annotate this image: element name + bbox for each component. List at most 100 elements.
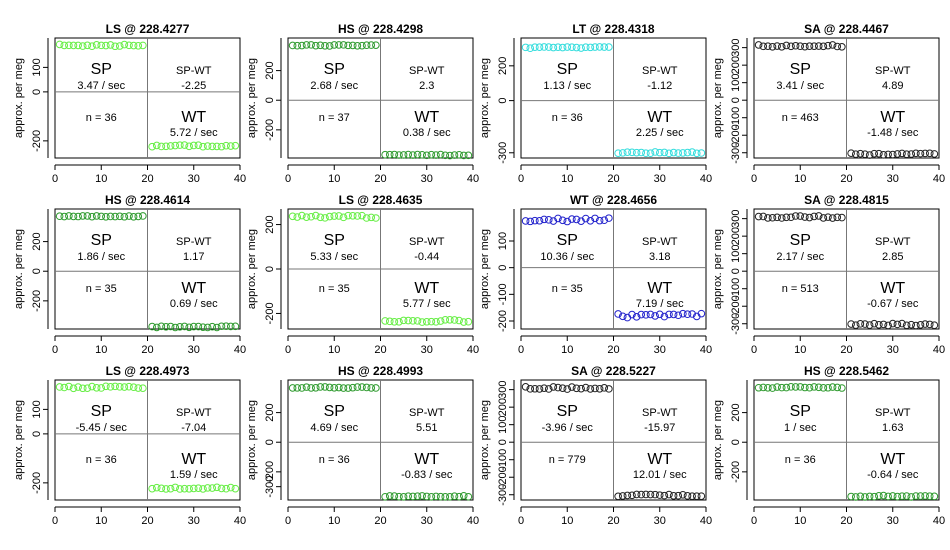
sp-point	[339, 41, 348, 49]
wt-point	[879, 491, 888, 500]
y-tick-label: -300	[497, 484, 509, 506]
sp-point	[572, 384, 581, 393]
wt-point	[618, 492, 627, 500]
y-tick-label: 100	[730, 244, 742, 262]
wt-point	[925, 149, 934, 158]
sp-rate: 1 / sec	[784, 422, 817, 434]
wt-point	[688, 492, 696, 500]
x-tick-label: 30	[188, 344, 200, 356]
x-tick-label: 30	[421, 173, 433, 185]
sp-point	[801, 42, 809, 51]
sp-point	[335, 383, 343, 392]
wt-point	[884, 492, 892, 501]
wt-point	[679, 490, 687, 499]
sp-point	[372, 384, 380, 392]
sp-point	[759, 383, 768, 392]
wt-label: WT	[181, 109, 206, 126]
y-axis-label: approx. per meg	[712, 400, 724, 480]
wt-point	[646, 490, 655, 499]
sp-point	[344, 211, 352, 220]
y-axis-label: approx. per meg	[246, 229, 258, 309]
sp-point	[833, 383, 842, 392]
x-tick-label: 10	[328, 515, 340, 527]
sp-point	[605, 385, 613, 393]
sp-point	[74, 41, 82, 50]
sp-point	[600, 384, 609, 392]
sp-point	[549, 43, 558, 52]
sp-point	[344, 41, 352, 50]
x-tick-label: 30	[188, 173, 200, 185]
diff-value: 4.89	[882, 80, 903, 92]
sp-point	[581, 214, 590, 223]
sp-point	[302, 41, 311, 49]
sp-point	[521, 217, 530, 225]
sp-point	[88, 382, 96, 391]
wt-point	[642, 149, 650, 158]
x-tick-label: 10	[794, 515, 806, 527]
y-tick-label: 200	[730, 227, 742, 245]
sp-point	[526, 44, 535, 53]
sp-point	[810, 383, 818, 391]
wt-point	[436, 317, 445, 325]
sp-point	[92, 41, 101, 49]
sp-rate: 10.36 / sec	[540, 251, 594, 263]
wt-point	[697, 492, 706, 500]
wt-point	[875, 320, 883, 329]
wt-point	[152, 323, 161, 332]
sp-point	[298, 384, 306, 392]
diff-label: SP-WT	[176, 65, 212, 77]
sp-point	[106, 41, 115, 49]
sp-point	[824, 213, 832, 221]
sp-point	[65, 382, 73, 391]
sp-point	[824, 383, 832, 392]
x-tick-label: 0	[751, 344, 757, 356]
x-tick-label: 10	[561, 344, 573, 356]
panel-title: HS @ 228.4614	[105, 193, 190, 207]
wt-point	[646, 149, 655, 158]
sp-point	[777, 383, 786, 392]
sp-point	[69, 384, 78, 393]
wt-point	[856, 320, 865, 328]
sp-point	[367, 41, 376, 49]
wt-point	[879, 320, 888, 329]
sp-point	[521, 43, 530, 52]
sp-point	[311, 384, 320, 392]
wt-point	[171, 323, 180, 332]
sp-point	[288, 212, 297, 221]
wt-point	[203, 323, 212, 332]
wt-point	[665, 490, 673, 499]
sp-rate: 1.13 / sec	[543, 80, 591, 92]
wt-point	[623, 491, 632, 500]
sp-point	[74, 212, 82, 221]
sp-point	[78, 42, 87, 50]
n-count: n = 36	[86, 112, 117, 124]
wt-point	[217, 142, 226, 151]
wt-point	[875, 149, 883, 158]
wt-rate: 5.72 / sec	[170, 127, 218, 139]
x-tick-label: 0	[518, 344, 524, 356]
sp-point	[796, 383, 805, 391]
sp-point	[810, 212, 818, 221]
sp-point	[125, 212, 133, 220]
sp-point	[558, 384, 567, 393]
wt-point	[861, 150, 869, 159]
wt-point	[413, 317, 422, 325]
wt-point	[623, 313, 632, 322]
wt-point	[390, 317, 399, 326]
wt-rate: -0.67 / sec	[867, 298, 919, 310]
sp-point	[102, 382, 110, 391]
y-axis-label: approx. per meg	[246, 400, 258, 480]
diff-value: -0.44	[414, 251, 439, 263]
wt-point	[930, 150, 939, 158]
wt-point	[861, 320, 869, 328]
diff-label: SP-WT	[875, 65, 911, 77]
sp-point	[111, 212, 119, 221]
panel-title: LS @ 228.4973	[106, 364, 190, 378]
sp-point	[134, 41, 143, 50]
diff-label: SP-WT	[176, 407, 212, 419]
x-tick-label: 40	[933, 173, 945, 185]
wt-point	[683, 148, 692, 157]
sp-point	[60, 383, 69, 392]
x-tick-label: 40	[467, 344, 479, 356]
diff-label: SP-WT	[875, 236, 911, 248]
